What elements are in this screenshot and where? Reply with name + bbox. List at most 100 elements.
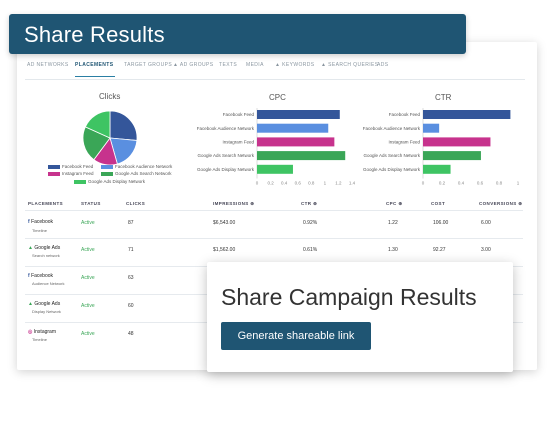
col-clicks[interactable]: CLICKS [126, 201, 146, 206]
tab-placements[interactable]: PLACEMENTS [75, 62, 114, 68]
status-badge: Active [81, 247, 95, 253]
tick-label-2: 0.4 [458, 181, 465, 186]
conversions-value: 3.00 [481, 247, 491, 253]
placement-sub: Display Network [32, 309, 61, 314]
legend-instagram-feed: Instagram Feed [48, 171, 94, 176]
col-ctr[interactable]: CTR ⊕ [301, 201, 318, 206]
divider [25, 79, 525, 80]
tab-target-groups[interactable]: TARGET GROUPS [124, 62, 173, 68]
cpc-chart-title: CPC [269, 93, 286, 102]
bar-label-2: Instagram Feed [222, 140, 254, 145]
clicks-pie-chart [82, 110, 138, 166]
placement-name: ▲ Google Ads [28, 301, 61, 307]
bar-2 [257, 137, 335, 147]
placement-name: f Facebook [28, 273, 54, 279]
placement-name: ▲ Google Ads [28, 245, 61, 251]
ctr-bar-chart: Facebook Feed Facebook Audience Network In… [363, 108, 520, 186]
legend-facebook-audience: Facebook Audience Network [101, 164, 172, 169]
tick-label-3: 0.6 [477, 181, 484, 186]
bar-label-1: Facebook Audience Network [197, 126, 255, 131]
impressions-value: $6,543.00 [213, 220, 236, 226]
bar-label-4: Google Ads Display Network [363, 167, 421, 172]
cpc-bar-chart: Facebook Feed Facebook Audience Network In… [197, 108, 356, 186]
col-conversions[interactable]: CONVERSIONS ⊕ [479, 201, 523, 206]
pie-slice-0 [109, 110, 138, 141]
share-heading: Share Campaign Results [221, 284, 477, 310]
placement-sub: Timeline [32, 228, 47, 233]
bar-label-2: Instagram Feed [388, 140, 420, 145]
placement-name: ◎ Instagram [28, 329, 56, 335]
row-divider [25, 238, 523, 239]
cost-value: 92.27 [433, 247, 446, 253]
bar-label-3: Google Ads Search Network [363, 153, 420, 158]
tick-label-6: 1.2 [335, 181, 342, 186]
legend-google-display: Google Ads Display Network [74, 179, 145, 184]
bar-label-4: Google Ads Display Network [197, 167, 255, 172]
bar-0 [423, 110, 511, 119]
google-ads-icon: ▲ [28, 245, 33, 251]
bar-4 [257, 164, 293, 174]
status-badge: Active [81, 303, 95, 309]
legend-facebook-feed: Facebook Feed [48, 164, 93, 169]
tick-label-5: 1 [324, 181, 327, 186]
tab-ad-groups[interactable]: ▲ AD GROUPS [173, 62, 214, 68]
bar-label-0: Facebook Feed [223, 112, 255, 117]
instagram-icon: ◎ [28, 329, 33, 335]
col-cpc[interactable]: CPC ⊕ [386, 201, 403, 206]
tab-keywords[interactable]: ▲ KEYWORDS [275, 62, 315, 68]
status-badge: Active [81, 275, 95, 281]
active-tab-indicator [75, 76, 115, 77]
impressions-value: $1,562.00 [213, 247, 236, 253]
header-divider [25, 210, 523, 211]
tab-ads[interactable]: ADS [377, 62, 389, 68]
placement-sub: Search network [32, 253, 60, 258]
tick-label-1: 0.2 [267, 181, 274, 186]
tick-label-0: 0 [422, 181, 425, 186]
tab-search-queries[interactable]: ▲ SEARCH QUERIES [321, 62, 379, 68]
tab-media[interactable]: MEDIA [246, 62, 264, 68]
facebook-icon: f [28, 219, 30, 225]
cpc-value: 1.30 [388, 247, 398, 253]
clicks-value: 87 [128, 220, 134, 226]
legend-google-search: Google Ads Search Network [101, 171, 172, 176]
col-status[interactable]: STATUS [81, 201, 101, 206]
bar-4 [423, 164, 451, 174]
title-banner: Share Results [9, 14, 466, 54]
clicks-value: 63 [128, 275, 134, 281]
bar-label-0: Facebook Feed [389, 112, 421, 117]
status-badge: Active [81, 220, 95, 226]
col-cost[interactable]: COST [431, 201, 446, 206]
bar-1 [257, 123, 329, 133]
clicks-value: 60 [128, 303, 134, 309]
tick-label-4: 0.8 [496, 181, 503, 186]
cost-value: 106.00 [433, 220, 449, 226]
ctr-chart-title: CTR [435, 93, 452, 102]
bar-2 [423, 137, 491, 147]
col-impressions[interactable]: IMPRESSIONS ⊕ [213, 201, 255, 206]
bar-label-1: Facebook Audience Network [363, 126, 421, 131]
placement-name: f Facebook [28, 219, 54, 225]
share-card: Share Campaign Results Generate shareabl… [207, 262, 513, 372]
bar-1 [423, 123, 440, 133]
tab-texts[interactable]: TEXTS [219, 62, 238, 68]
pie-chart-title: Clicks [99, 92, 121, 101]
page-title: Share Results [24, 22, 165, 47]
placement-sub: Timeline [32, 337, 47, 342]
status-badge: Active [81, 331, 95, 337]
tab-ad-networks[interactable]: AD NETWORKS [27, 62, 69, 68]
tick-label-7: 1.4 [349, 181, 356, 186]
tick-label-3: 0.6 [295, 181, 302, 186]
tick-label-5: 1 [517, 181, 520, 186]
tick-label-0: 0 [256, 181, 259, 186]
facebook-icon: f [28, 273, 30, 279]
ctr-value: 0.61% [303, 247, 318, 253]
pie-slice-4 [84, 110, 111, 139]
tick-label-2: 0.4 [281, 181, 288, 186]
bar-3 [423, 151, 481, 161]
clicks-value: 71 [128, 247, 134, 253]
tick-label-4: 0.8 [308, 181, 315, 186]
bar-label-3: Google Ads Search Network [197, 153, 254, 158]
col-placements[interactable]: PLACEMENTS [28, 201, 64, 206]
tick-label-1: 0.2 [439, 181, 446, 186]
generate-link-button[interactable]: Generate shareable link [221, 322, 371, 350]
